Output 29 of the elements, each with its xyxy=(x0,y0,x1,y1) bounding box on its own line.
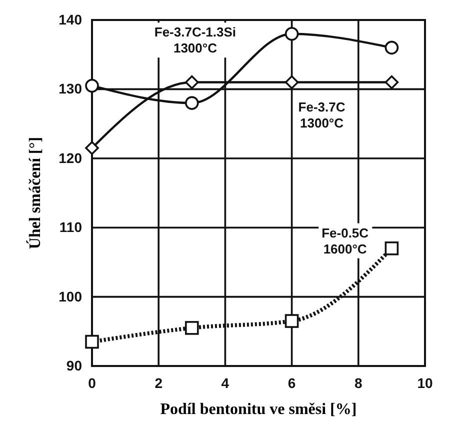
point xyxy=(85,334,99,349)
x-tick-label: 4 xyxy=(221,374,230,391)
x-axis-title: Podíl bentonitu ve směsi [%] xyxy=(160,401,357,418)
x-tick-label: 8 xyxy=(354,374,362,391)
y-tick-label: 140 xyxy=(58,11,82,28)
x-tick-label: 6 xyxy=(288,374,296,391)
series-label: Fe-3.7C-1.3Si 1300°C xyxy=(154,24,236,56)
point xyxy=(185,96,199,110)
point xyxy=(185,75,199,90)
series-label: Fe-0.5C 1600°C xyxy=(322,225,370,256)
y-tick-label: 130 xyxy=(58,80,82,97)
point xyxy=(85,141,99,155)
y-tick-label: 90 xyxy=(66,357,82,374)
x-tick-label: 10 xyxy=(417,374,433,391)
point xyxy=(284,314,299,328)
y-tick-label: 110 xyxy=(59,219,82,236)
x-tick-label: 2 xyxy=(154,374,163,391)
y-axis-title: Úhel smáčení [°] xyxy=(26,136,44,250)
y-tick-label: 120 xyxy=(58,150,82,166)
x-tick-label: 0 xyxy=(88,374,96,391)
point xyxy=(384,40,399,55)
y-tick-label: 100 xyxy=(58,288,82,304)
series-label: Fe-3.7C 1300°C xyxy=(298,99,346,130)
point xyxy=(85,78,99,93)
point xyxy=(284,75,299,90)
point xyxy=(284,26,299,41)
point xyxy=(384,241,399,256)
point xyxy=(384,75,399,90)
point xyxy=(185,321,199,335)
